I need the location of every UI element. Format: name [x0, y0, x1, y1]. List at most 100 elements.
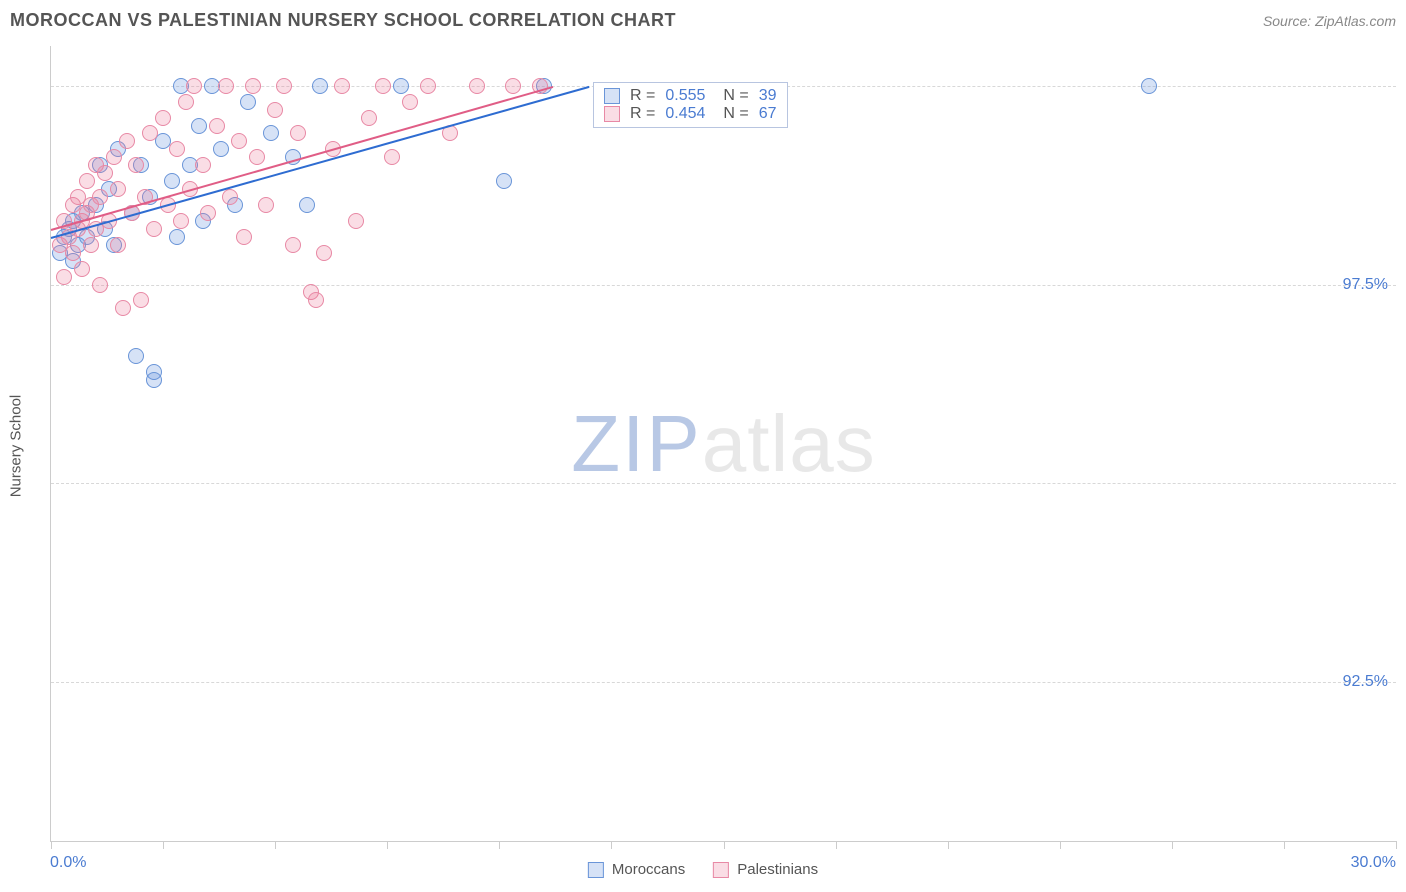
scatter-point [334, 78, 350, 94]
scatter-point [299, 197, 315, 213]
scatter-point [169, 141, 185, 157]
stat-r-value: 0.454 [665, 105, 705, 123]
scatter-point [402, 94, 418, 110]
gridline [51, 483, 1396, 484]
x-tick-label: 30.0% [1351, 854, 1396, 872]
scatter-point [169, 229, 185, 245]
scatter-point [312, 78, 328, 94]
legend-item-palestinians: Palestinians [713, 861, 818, 878]
scatter-point [65, 245, 81, 261]
scatter-point [209, 118, 225, 134]
y-tick-label: 92.5% [1343, 673, 1388, 691]
scatter-point [240, 94, 256, 110]
stats-swatch [604, 88, 620, 104]
scatter-point [146, 221, 162, 237]
watermark-atlas: atlas [702, 399, 876, 488]
stats-swatch [604, 106, 620, 122]
x-tick [611, 841, 612, 849]
scatter-point [236, 229, 252, 245]
scatter-point [92, 277, 108, 293]
scatter-point [56, 269, 72, 285]
legend-swatch-moroccans [588, 862, 604, 878]
scatter-point [195, 157, 211, 173]
stat-n-label: N = [723, 87, 748, 105]
x-tick [1172, 841, 1173, 849]
scatter-point [245, 78, 261, 94]
scatter-point [133, 292, 149, 308]
legend-label-moroccans: Moroccans [612, 861, 685, 878]
scatter-point [92, 189, 108, 205]
scatter-point [128, 348, 144, 364]
x-tick [724, 841, 725, 849]
watermark-zip: ZIP [571, 399, 701, 488]
scatter-point [200, 205, 216, 221]
x-tick [1060, 841, 1061, 849]
gridline [51, 285, 1396, 286]
scatter-point [222, 189, 238, 205]
scatter-point [74, 261, 90, 277]
scatter-point [496, 173, 512, 189]
plot-area: ZIPatlas 92.5% 97.5% R = 0.555 N = 39 R = 0.454… [51, 46, 1396, 841]
x-tick [387, 841, 388, 849]
scatter-point [249, 149, 265, 165]
scatter-point [375, 78, 391, 94]
scatter-point [79, 173, 95, 189]
scatter-point [213, 141, 229, 157]
chart-source: Source: ZipAtlas.com [1263, 13, 1396, 29]
scatter-point [285, 237, 301, 253]
scatter-point [173, 213, 189, 229]
scatter-point [361, 110, 377, 126]
stat-r-label: R = [630, 105, 655, 123]
chart-header: MOROCCAN VS PALESTINIAN NURSERY SCHOOL C… [0, 0, 1406, 37]
x-tick [1284, 841, 1285, 849]
scatter-point [110, 237, 126, 253]
legend: Moroccans Palestinians [588, 861, 818, 878]
x-tick [948, 841, 949, 849]
scatter-point [348, 213, 364, 229]
x-tick [1396, 841, 1397, 849]
scatter-point [178, 94, 194, 110]
stat-n-value: 39 [759, 87, 777, 105]
stats-row: R =0.454N =67 [604, 105, 777, 123]
chart-area: ZIPatlas 92.5% 97.5% R = 0.555 N = 39 R = 0.454… [50, 46, 1396, 842]
scatter-point [119, 133, 135, 149]
scatter-point [97, 165, 113, 181]
scatter-point [267, 102, 283, 118]
stats-row: R = 0.555 N = 39 [604, 87, 777, 105]
legend-label-palestinians: Palestinians [737, 861, 818, 878]
scatter-point [316, 245, 332, 261]
y-tick-label: 97.5% [1343, 276, 1388, 294]
scatter-point [191, 118, 207, 134]
scatter-point [258, 197, 274, 213]
scatter-point [83, 237, 99, 253]
scatter-point [290, 125, 306, 141]
x-tick [836, 841, 837, 849]
stat-r-value: 0.555 [665, 87, 705, 105]
scatter-point [142, 125, 158, 141]
scatter-point [384, 149, 400, 165]
scatter-point [393, 78, 409, 94]
scatter-point [469, 78, 485, 94]
stat-n-value: 67 [759, 105, 777, 123]
scatter-point [115, 300, 131, 316]
x-tick [51, 841, 52, 849]
x-tick [275, 841, 276, 849]
scatter-point [505, 78, 521, 94]
scatter-point [218, 78, 234, 94]
scatter-point [263, 125, 279, 141]
scatter-point [155, 110, 171, 126]
x-tick [163, 841, 164, 849]
scatter-point [110, 181, 126, 197]
scatter-point [106, 149, 122, 165]
x-tick [499, 841, 500, 849]
legend-swatch-palestinians [713, 862, 729, 878]
stats-box: R = 0.555 N = 39R = 0.454 N = 67 [593, 82, 788, 128]
scatter-point [146, 372, 162, 388]
scatter-point [128, 157, 144, 173]
chart-title: MOROCCAN VS PALESTINIAN NURSERY SCHOOL C… [10, 10, 676, 31]
x-tick-label: 0.0% [50, 854, 86, 872]
scatter-point [308, 292, 324, 308]
legend-item-moroccans: Moroccans [588, 861, 685, 878]
scatter-point [231, 133, 247, 149]
stat-r-label: R = [630, 87, 655, 105]
